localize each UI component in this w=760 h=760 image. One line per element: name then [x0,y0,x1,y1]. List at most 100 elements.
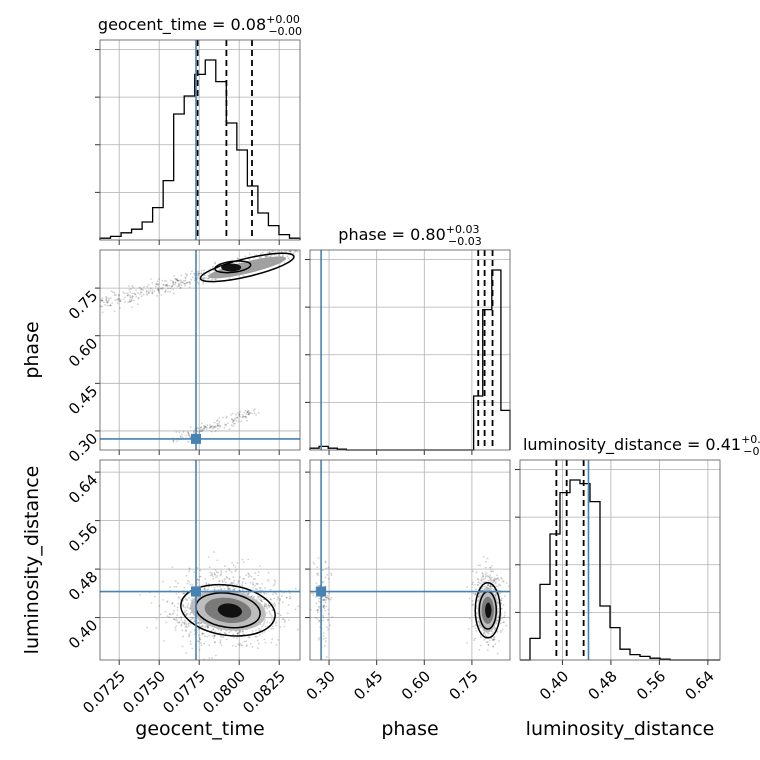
sample-point [181,436,184,439]
sample-point [288,592,291,595]
sample-point [231,412,234,415]
sample-point [155,283,157,286]
sample-point [330,596,333,599]
sample-point [262,598,265,601]
sample-point [186,605,189,607]
sample-point [163,284,165,286]
sample-point [197,274,199,277]
sample-point [203,277,206,279]
sample-point [490,580,493,583]
sample-point [492,579,495,582]
x-tick-label-geocent_time: 0.0750 [119,667,169,717]
sample-point [467,627,470,630]
sample-point [260,600,263,603]
sample-point [317,638,320,641]
sample-point [492,579,495,582]
sample-point [238,631,241,634]
sample-point [131,297,134,300]
sample-point [271,625,274,628]
sample-point [208,634,210,637]
sample-point [178,284,180,287]
sample-point [176,621,179,624]
sample-point [180,623,183,626]
sample-point [219,585,222,588]
sample-point [258,629,261,632]
sample-point [266,621,268,624]
sample-point [258,257,261,260]
sample-point [269,613,272,616]
sample-point [247,410,249,412]
sample-point [117,294,120,297]
sample-point [105,299,108,302]
sample-point [236,633,239,635]
sample-point [156,283,159,285]
sample-point [487,643,490,646]
sample-point [196,578,199,581]
sample-point [495,593,497,596]
sample-point [122,291,125,294]
sample-point [221,581,224,583]
sample-point [183,279,185,282]
sample-point [256,595,259,598]
sample-point [236,416,239,419]
panel-title-luminosity_distance: luminosity_distance = 0.41+0.03−0.02 [523,433,760,458]
sample-point [206,424,209,426]
sample-point [475,571,478,574]
sample-point [505,582,508,585]
sample-point [196,276,199,279]
sample-point [247,413,250,416]
sample-point [131,292,133,295]
sample-point [500,629,502,632]
sample-point [132,299,135,302]
sample-point [179,281,182,284]
data-layer [99,40,720,661]
sample-point [471,583,474,586]
sample-point [183,619,186,622]
sample-point [483,585,486,588]
sample-point [263,631,266,633]
sample-point [245,592,248,595]
sample-point [189,426,192,429]
sample-point [214,278,216,281]
sample-point [247,558,250,561]
sample-point [140,295,143,298]
sample-point [138,593,141,596]
sample-point [228,631,231,634]
sample-point [215,576,217,579]
sample-point [324,644,326,647]
sample-point [224,565,226,567]
sample-point [245,574,248,577]
sample-point [205,581,208,584]
sample-point [246,411,249,414]
sample-point [219,425,222,427]
sample-point [246,592,249,595]
sample-point [220,629,222,631]
sample-point [157,287,160,290]
sample-point [128,300,131,302]
sample-point [175,585,178,588]
sample-point [489,566,492,569]
sample-point [127,294,130,297]
sample-point [323,605,325,607]
sample-point [472,603,475,606]
sample-point [286,612,289,615]
sample-point [208,657,211,660]
sample-point [259,252,262,255]
sample-point [245,644,248,647]
sample-point [200,621,203,624]
sample-point [161,288,164,290]
sample-point [482,574,484,577]
sample-point [189,583,192,586]
sample-point [218,580,221,583]
sample-point [473,593,476,596]
sample-point [204,426,207,429]
sample-point [198,638,201,641]
sample-point [279,614,282,617]
sample-point [202,277,205,280]
sample-point [259,589,262,592]
sample-point [258,633,261,636]
sample-point [186,273,189,276]
sample-point [246,411,249,414]
sample-point [312,594,315,597]
sample-point [204,425,207,428]
